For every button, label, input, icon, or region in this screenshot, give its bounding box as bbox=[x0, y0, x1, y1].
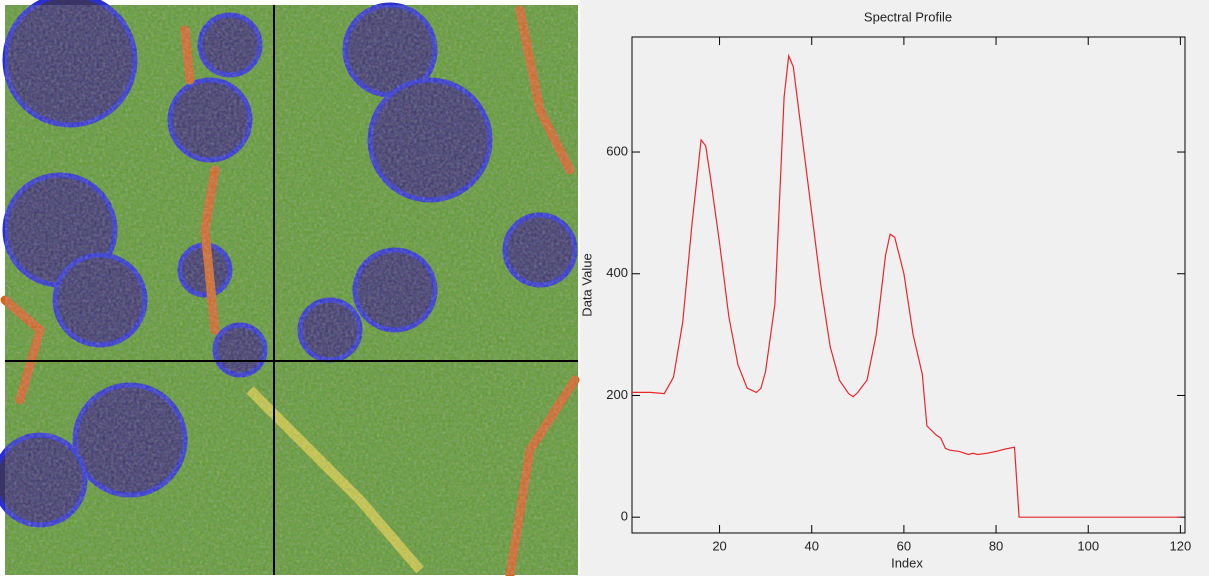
y-tick-label: 0 bbox=[621, 509, 628, 524]
x-tick-label: 20 bbox=[712, 538, 726, 553]
y-axis-label: Data Value bbox=[579, 253, 594, 316]
y-tick-label: 200 bbox=[606, 387, 628, 402]
y-tick-label: 400 bbox=[606, 265, 628, 280]
image-view bbox=[0, 0, 580, 576]
x-tick-label: 60 bbox=[897, 538, 911, 553]
chart-title: Spectral Profile bbox=[864, 9, 952, 24]
x-axis-label: Index bbox=[891, 555, 923, 570]
x-tick-label: 100 bbox=[1077, 538, 1099, 553]
x-tick-label: 40 bbox=[804, 538, 818, 553]
x-tick-label: 80 bbox=[989, 538, 1003, 553]
y-tick-label: 600 bbox=[606, 143, 628, 158]
profile-line bbox=[632, 53, 1181, 518]
image-texture bbox=[5, 5, 578, 575]
plot-frame bbox=[631, 36, 1186, 534]
x-tick-label: 120 bbox=[1170, 538, 1192, 553]
